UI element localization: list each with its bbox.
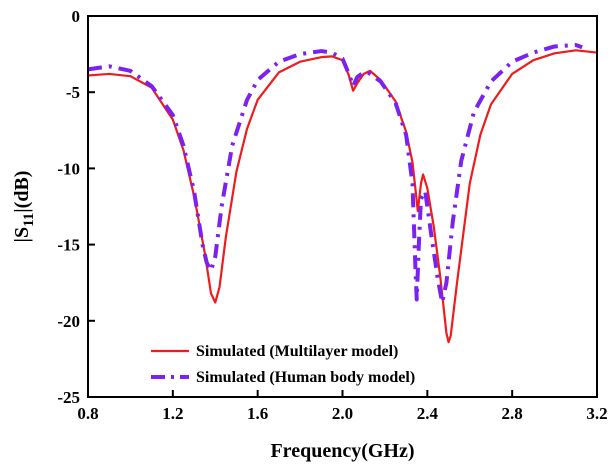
ticks-layer: 0.8 1.2 1.6 2.0 2.4 2.8 3.2 0 -5 -10 -15 -20 -25 (57, 7, 607, 423)
y-tick-label: -10 (57, 159, 80, 178)
y-tick-label: -5 (66, 83, 80, 102)
legend: Simulated (Multilayer model) Simulated (… (151, 343, 415, 386)
x-tick-label: 2.0 (332, 404, 353, 423)
y-axis-title-subscript: 11 (21, 213, 37, 227)
y-tick-label: -15 (57, 236, 80, 255)
y-tick-label: -25 (57, 388, 80, 407)
x-tick-label: 1.2 (162, 404, 183, 423)
series-layer (86, 42, 599, 344)
x-tick-label: 3.2 (586, 404, 607, 423)
series-line-human-body (87, 42, 583, 305)
series-line-multilayer (86, 49, 599, 344)
x-tick-label: 2.4 (417, 404, 439, 423)
y-axis-title-tail: |(dB) (11, 171, 33, 213)
y-axis-title-main: |S (11, 227, 33, 243)
x-tick-label: 0.8 (77, 404, 98, 423)
y-axis-title: |S11|(dB) (11, 171, 37, 243)
x-axis-title: Frequency(GHz) (270, 440, 414, 462)
legend-label-human-body: Simulated (Human body model) (196, 369, 415, 386)
plot-area: 0.8 1.2 1.6 2.0 2.4 2.8 3.2 0 -5 -10 -15 -20 -25 (57, 7, 607, 423)
y-tick-label: -20 (57, 312, 80, 331)
legend-label-multilayer: Simulated (Multilayer model) (196, 343, 398, 360)
x-tick-label: 1.6 (247, 404, 268, 423)
plot-frame (87, 15, 598, 398)
x-tick-label: 2.8 (502, 404, 523, 423)
y-tick-label: 0 (72, 7, 81, 26)
